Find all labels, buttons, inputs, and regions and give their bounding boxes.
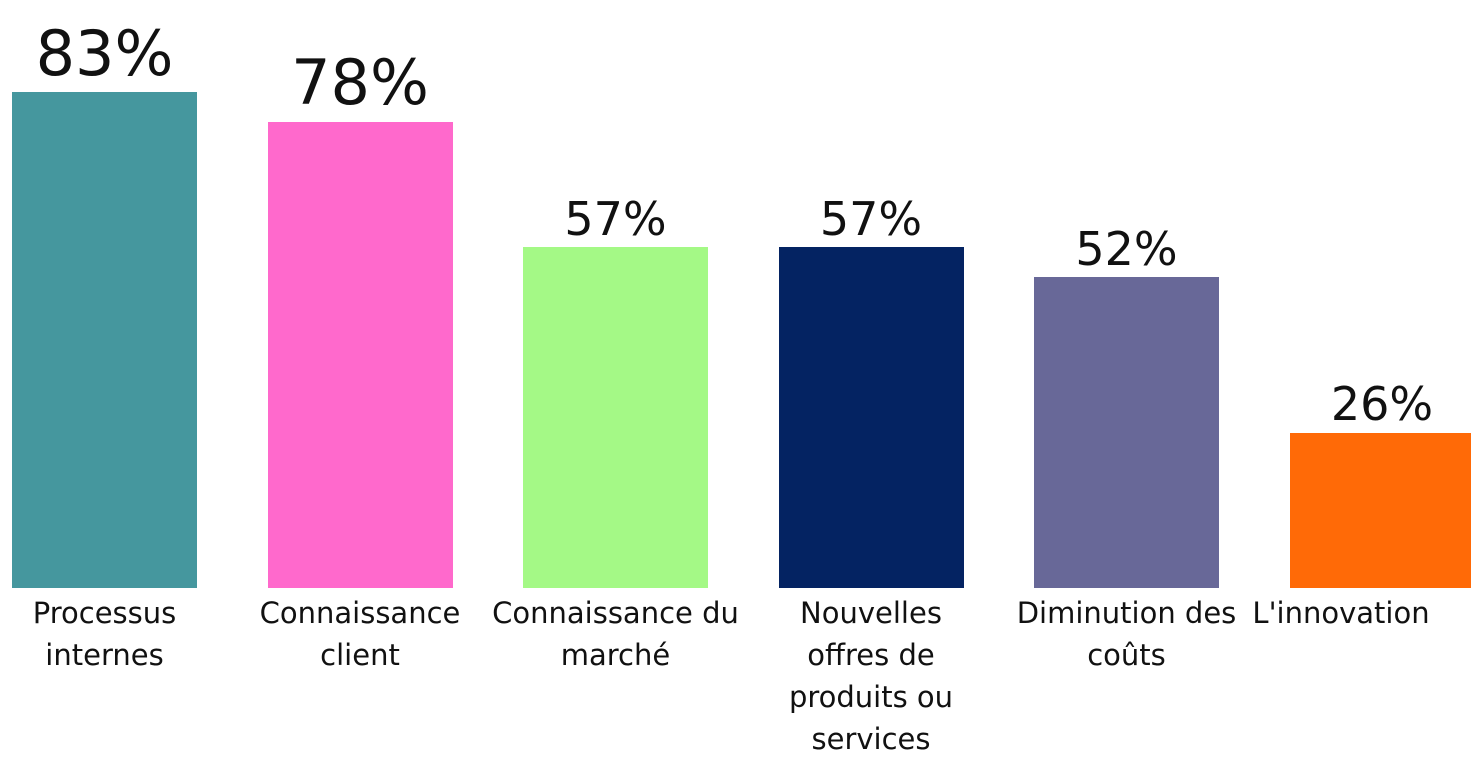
category-label: L'innovation [1211, 592, 1471, 634]
category-label: Nouvelles offres de produits ou services [776, 592, 966, 760]
bar [779, 247, 964, 588]
bar [523, 247, 708, 588]
category-label: Connaissance client [230, 592, 490, 676]
bar [12, 92, 197, 588]
bar [1034, 277, 1219, 588]
value-label: 52% [977, 226, 1277, 272]
category-label: Processus internes [5, 592, 205, 676]
bar [268, 122, 453, 588]
value-label: 78% [210, 52, 510, 114]
category-label: Diminution des coûts [1017, 592, 1237, 676]
bar [1290, 433, 1471, 588]
value-label: 26% [1232, 381, 1471, 427]
category-label: Connaissance du marché [486, 592, 746, 676]
